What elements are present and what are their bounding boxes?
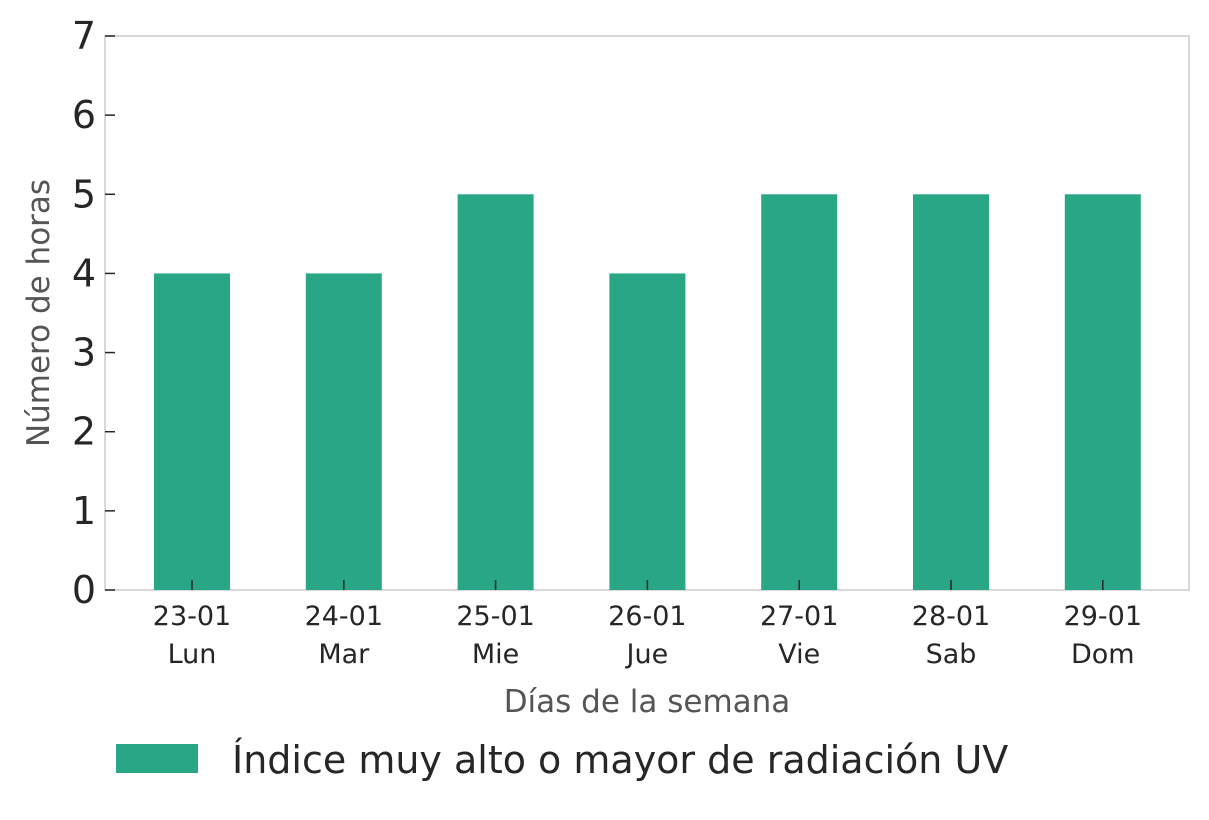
y-tick-label: 2 (72, 410, 96, 454)
x-tick-label-day: Lun (168, 639, 217, 670)
legend-swatch (116, 744, 198, 773)
x-tick-label-day: Jue (625, 639, 669, 670)
y-tick-label: 1 (72, 489, 96, 533)
bar-27-01 (761, 194, 838, 591)
x-axis-label: Días de la semana (504, 684, 791, 720)
y-tick-label: 0 (72, 568, 96, 612)
x-tick-label-date: 26-01 (608, 601, 686, 632)
x-tick-label-date: 25-01 (456, 601, 534, 632)
y-axis-label: Número de horas (21, 179, 57, 447)
x-tick-label-day: Vie (778, 639, 820, 670)
bar-24-01 (305, 273, 382, 590)
bar-23-01 (154, 273, 230, 590)
legend: Índice muy alto o mayor de radiación UV (116, 738, 1008, 782)
y-axis: 0 1 2 3 4 5 6 7 (72, 14, 115, 612)
legend-label: Índice muy alto o mayor de radiación UV (232, 738, 1008, 782)
x-tick-label-day: Dom (1071, 639, 1135, 670)
y-tick-label: 3 (72, 331, 96, 375)
x-tick-label-date: 28-01 (912, 601, 990, 632)
y-tick-label: 5 (72, 172, 96, 216)
bar-29-01 (1064, 194, 1141, 591)
x-tick-label-day: Mar (318, 639, 370, 670)
bar-26-01 (609, 273, 686, 590)
x-tick-label-date: 29-01 (1064, 601, 1142, 632)
bars-group (154, 194, 1141, 591)
y-tick-label: 4 (72, 251, 96, 295)
x-tick-label-day: Sab (926, 639, 977, 670)
y-tick-label: 6 (72, 93, 96, 137)
x-tick-label-date: 24-01 (305, 601, 383, 632)
x-tick-label-date: 23-01 (153, 601, 231, 632)
x-axis: 23-01 Lun 24-01 Mar 25-01 Mie 26-01 Jue 27-01 Vie… (153, 580, 1142, 670)
x-tick-label-date: 27-01 (760, 601, 838, 632)
bar-25-01 (457, 194, 534, 591)
bar-28-01 (913, 194, 989, 591)
y-tick-label: 7 (72, 14, 96, 58)
x-tick-label-day: Mie (472, 639, 519, 670)
